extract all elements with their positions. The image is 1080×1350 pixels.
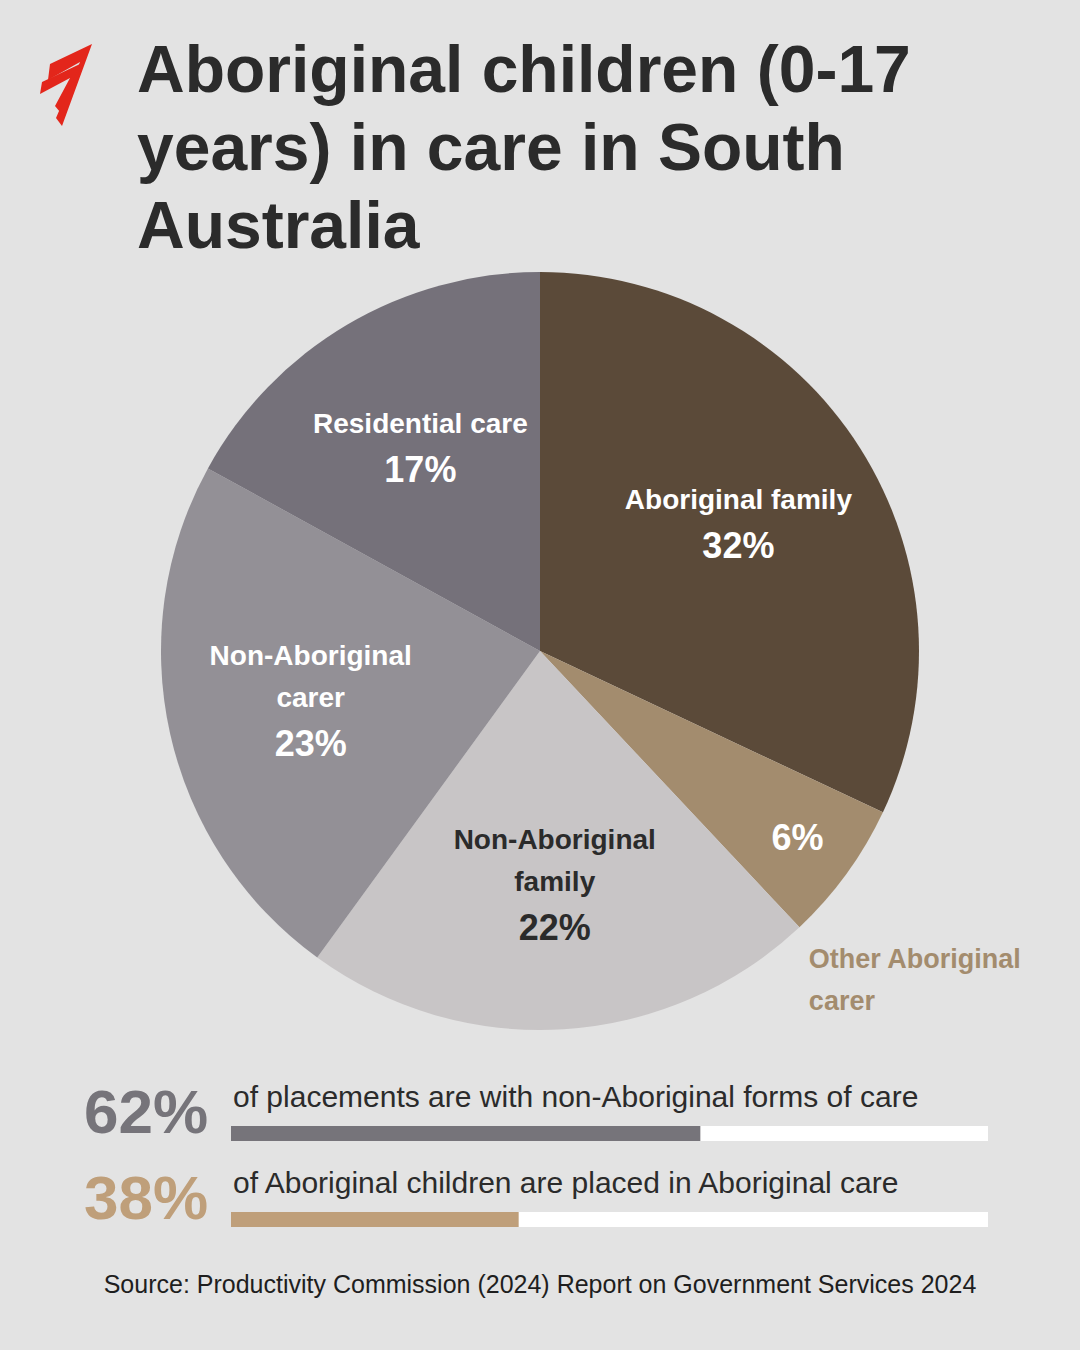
- slice-name: Residential care: [313, 403, 528, 445]
- slice-label: Non-Aboriginal family22%: [430, 819, 680, 953]
- summary-track: [231, 1126, 988, 1141]
- source: Source: Productivity Commission (2024) R…: [0, 1270, 1080, 1299]
- slice-name: Non-Aboriginal carer: [186, 635, 436, 719]
- slice-label: Residential care17%: [313, 403, 528, 495]
- summary-bar: [231, 1126, 700, 1141]
- pie: [161, 272, 919, 1030]
- slice-label: Non-Aboriginal carer23%: [186, 635, 436, 769]
- title: Aboriginal children (0-17 years) in care…: [137, 30, 947, 264]
- slice-name: Non-Aboriginal family: [430, 819, 680, 903]
- logo-stroke: [40, 64, 80, 112]
- pie-slice: [208, 272, 540, 651]
- slice-name: Other Aboriginal carer: [809, 938, 1064, 1022]
- summary-number: 38%: [84, 1162, 208, 1233]
- summary-text: of Aboriginal children are placed in Abo…: [233, 1166, 898, 1200]
- slice-value: 17%: [313, 445, 528, 495]
- summary-bar: [231, 1212, 519, 1227]
- logo: [40, 44, 92, 126]
- summary-track: [231, 1212, 988, 1227]
- summary-number: 62%: [84, 1076, 208, 1147]
- summary-text: of placements are with non-Aboriginal fo…: [233, 1080, 918, 1114]
- slice-name: Aboriginal family: [625, 479, 852, 521]
- slice-value: 6%: [772, 813, 824, 863]
- slice-label: Aboriginal family32%: [625, 479, 852, 571]
- slice-value: 23%: [186, 719, 436, 769]
- slice-value: 22%: [430, 903, 680, 953]
- slice-value: 32%: [625, 521, 852, 571]
